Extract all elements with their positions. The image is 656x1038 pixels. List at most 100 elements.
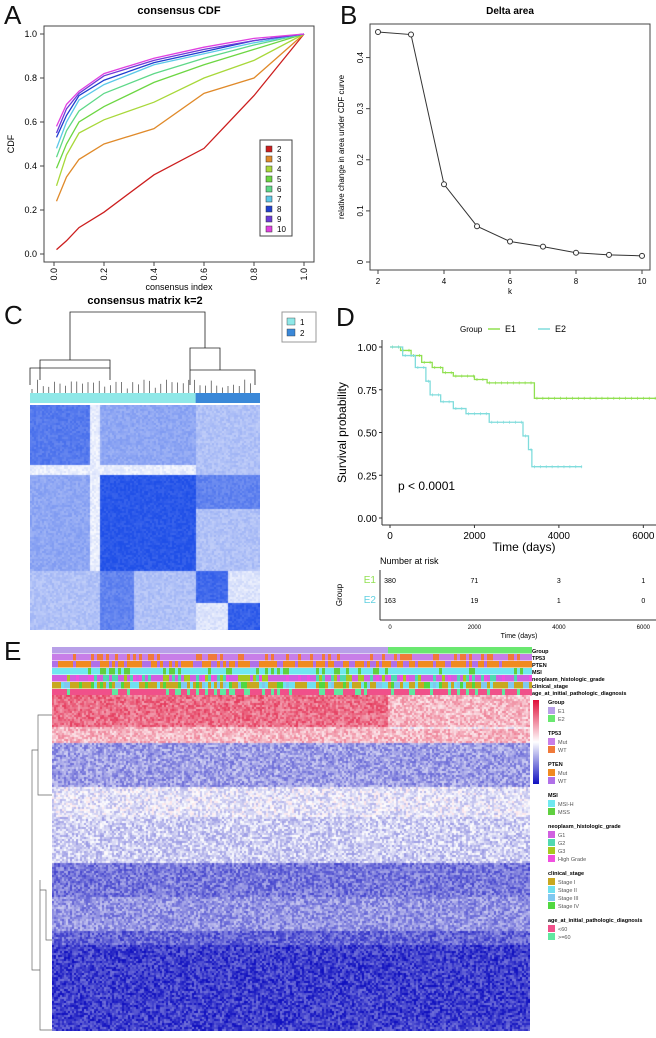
annotation-cell <box>379 675 382 682</box>
annotation-cell <box>310 668 313 675</box>
annotation-cell <box>514 647 517 654</box>
annotation-cell <box>328 675 331 682</box>
annotation-cell <box>361 661 364 668</box>
annotation-cell <box>208 661 211 668</box>
annotation-cell <box>250 654 253 661</box>
cluster-bar-1 <box>30 393 196 403</box>
annotation-cell <box>394 682 397 689</box>
annotation-cell <box>280 654 283 661</box>
annotation-cell <box>442 689 445 696</box>
annotation-cell <box>340 682 343 689</box>
annotation-cell <box>115 661 118 668</box>
annotation-cell <box>124 668 127 675</box>
annotation-cell <box>484 689 487 696</box>
annotation-cell <box>178 689 181 696</box>
annotation-cell <box>94 647 97 654</box>
annotation-cell <box>268 682 271 689</box>
annotation-cell <box>514 682 517 689</box>
annotation-cell <box>484 661 487 668</box>
legend-title: clinical_stage <box>548 871 584 877</box>
annotation-cell <box>496 675 499 682</box>
annotation-cell <box>409 675 412 682</box>
annotation-cell <box>331 682 334 689</box>
annotation-cell <box>460 654 463 661</box>
annotation-cell <box>415 654 418 661</box>
annotation-cell <box>424 682 427 689</box>
annotation-cell <box>367 668 370 675</box>
annotation-cell <box>94 654 97 661</box>
annotation-cell <box>163 661 166 668</box>
annotation-cell <box>337 647 340 654</box>
annotation-cell <box>238 682 241 689</box>
legend-box <box>259 139 293 237</box>
annotation-cell <box>283 661 286 668</box>
y-tick-label: 0.3 <box>356 103 365 115</box>
annotation-cell <box>364 654 367 661</box>
annotation-cell <box>388 682 391 689</box>
annotation-cell <box>349 675 352 682</box>
y-tick-label: 1.0 <box>24 29 37 39</box>
annotation-cell <box>475 689 478 696</box>
annotation-cell <box>496 689 499 696</box>
annotation-cell <box>139 682 142 689</box>
annotation-cell <box>325 689 328 696</box>
annotation-cell <box>340 647 343 654</box>
annotation-cell <box>274 675 277 682</box>
annotation-cell <box>100 668 103 675</box>
annotation-cell <box>472 689 475 696</box>
annotation-cell <box>58 661 61 668</box>
annotation-cell <box>223 647 226 654</box>
annotation-cell <box>439 668 442 675</box>
annotation-cell <box>316 682 319 689</box>
annotation-cell <box>193 661 196 668</box>
annotation-cell <box>274 647 277 654</box>
annotation-cell <box>163 682 166 689</box>
annotation-cell <box>190 689 193 696</box>
legend-label: <60 <box>558 927 567 933</box>
annotation-cell <box>193 689 196 696</box>
annotation-cell <box>79 661 82 668</box>
annotation-cell <box>91 668 94 675</box>
annotation-cell <box>424 675 427 682</box>
annotation-cell <box>511 654 514 661</box>
annotation-cell <box>82 661 85 668</box>
annotation-cell <box>109 682 112 689</box>
annotation-cell <box>364 661 367 668</box>
annotation-cell <box>277 654 280 661</box>
annotation-cell <box>319 647 322 654</box>
annotation-cell <box>154 668 157 675</box>
annotation-cell <box>316 668 319 675</box>
annotation-cell <box>145 647 148 654</box>
annotation-cell <box>277 675 280 682</box>
annotation-cell <box>109 654 112 661</box>
annotation-cell <box>412 654 415 661</box>
annotation-cell <box>388 647 391 654</box>
annotation-cell <box>280 661 283 668</box>
annotation-cell <box>151 654 154 661</box>
annotation-cell <box>511 682 514 689</box>
legend-swatch <box>265 215 273 223</box>
annotation-cell <box>478 647 481 654</box>
annotation-cell <box>280 682 283 689</box>
annotation-cell <box>337 661 340 668</box>
annotation-cell <box>376 654 379 661</box>
annotation-cell <box>247 675 250 682</box>
annotation-cell <box>529 647 532 654</box>
delta-point <box>606 251 612 258</box>
annotation-cell <box>463 647 466 654</box>
annotation-cell <box>79 689 82 696</box>
annotation-cell <box>433 654 436 661</box>
annotation-cell <box>451 668 454 675</box>
annotation-cell <box>238 647 241 654</box>
annotation-cell <box>448 668 451 675</box>
annotation-cell <box>364 668 367 675</box>
annotation-cell <box>343 675 346 682</box>
annotation-cell <box>151 682 154 689</box>
annotation-cell <box>334 689 337 696</box>
annotation-cell <box>130 668 133 675</box>
annotation-cell <box>154 654 157 661</box>
dendrogram <box>29 311 256 385</box>
annotation-cell <box>259 675 262 682</box>
annotation-cell <box>244 675 247 682</box>
annotation-cell <box>388 654 391 661</box>
